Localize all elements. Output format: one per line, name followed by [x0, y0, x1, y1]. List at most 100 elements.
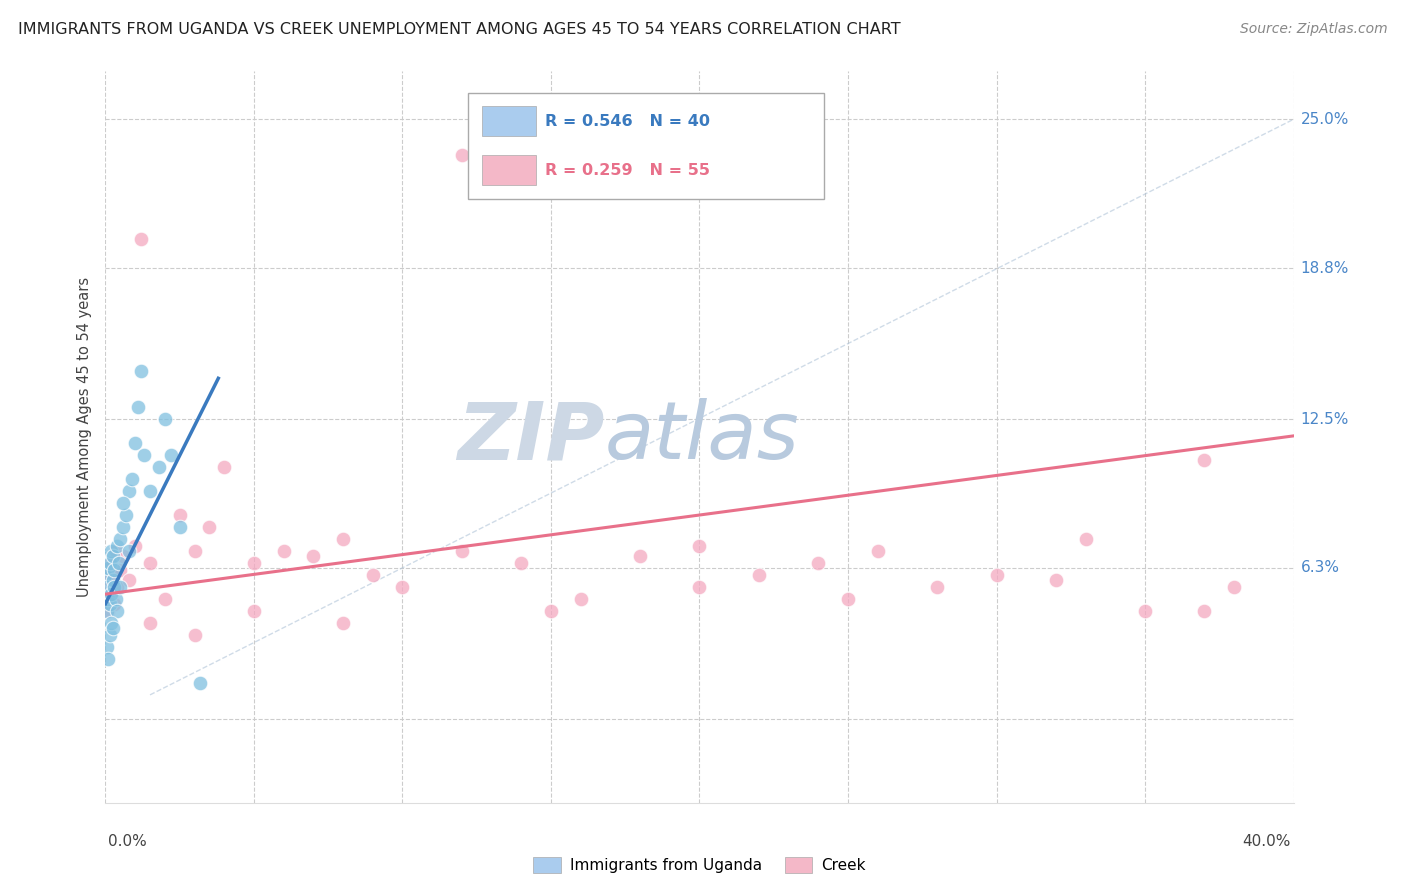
Point	[748, 568, 770, 582]
Point	[153, 591, 176, 606]
Point	[450, 148, 472, 162]
Point	[101, 573, 124, 587]
Point	[101, 580, 124, 594]
Point	[132, 448, 155, 462]
Point	[124, 436, 146, 450]
Point	[97, 561, 120, 575]
Point	[105, 580, 128, 594]
Point	[124, 539, 146, 553]
FancyBboxPatch shape	[482, 106, 536, 136]
Point	[159, 448, 181, 462]
Point	[104, 544, 127, 558]
Point	[96, 597, 118, 611]
Point	[105, 604, 128, 618]
Point	[332, 532, 354, 546]
Point	[866, 544, 889, 558]
Text: 18.8%: 18.8%	[1301, 260, 1348, 276]
Point	[101, 549, 124, 563]
Point	[103, 568, 125, 582]
Text: atlas: atlas	[605, 398, 799, 476]
Point	[100, 587, 122, 601]
Point	[96, 580, 118, 594]
Point	[183, 544, 205, 558]
Point	[97, 591, 120, 606]
Point	[628, 549, 651, 563]
Point	[98, 597, 121, 611]
Point	[94, 568, 117, 582]
Point	[96, 640, 118, 654]
Y-axis label: Unemployment Among Ages 45 to 54 years: Unemployment Among Ages 45 to 54 years	[76, 277, 91, 597]
Point	[110, 532, 132, 546]
Point	[97, 568, 120, 582]
Point	[510, 556, 533, 570]
Point	[1194, 604, 1216, 618]
Point	[98, 628, 121, 642]
Text: 40.0%: 40.0%	[1243, 834, 1291, 849]
Point	[148, 460, 170, 475]
Point	[121, 472, 143, 486]
Point	[190, 676, 212, 690]
Point	[837, 591, 859, 606]
Point	[361, 568, 384, 582]
Point	[101, 621, 124, 635]
Point	[183, 628, 205, 642]
Point	[110, 563, 132, 577]
Point	[105, 539, 128, 553]
Point	[112, 549, 135, 563]
Point	[243, 604, 266, 618]
Text: 12.5%: 12.5%	[1301, 411, 1348, 426]
Point	[689, 539, 711, 553]
Point	[1074, 532, 1097, 546]
Point	[115, 508, 138, 522]
Text: IMMIGRANTS FROM UGANDA VS CREEK UNEMPLOYMENT AMONG AGES 45 TO 54 YEARS CORRELATI: IMMIGRANTS FROM UGANDA VS CREEK UNEMPLOY…	[18, 22, 901, 37]
Point	[540, 604, 562, 618]
Point	[302, 549, 325, 563]
Text: 25.0%: 25.0%	[1301, 112, 1348, 127]
Text: Source: ZipAtlas.com: Source: ZipAtlas.com	[1240, 22, 1388, 37]
Point	[139, 615, 162, 630]
Point	[112, 496, 135, 510]
Point	[110, 580, 132, 594]
Point	[97, 652, 120, 666]
Point	[139, 556, 162, 570]
Point	[100, 615, 122, 630]
Point	[98, 573, 121, 587]
Point	[1133, 604, 1156, 618]
Point	[96, 580, 118, 594]
Point	[100, 556, 122, 570]
Point	[807, 556, 830, 570]
Point	[118, 573, 141, 587]
Point	[139, 483, 162, 498]
Point	[169, 520, 191, 534]
Point	[1194, 453, 1216, 467]
Point	[198, 520, 221, 534]
Point	[103, 563, 125, 577]
Point	[104, 591, 127, 606]
Point	[450, 544, 472, 558]
Point	[689, 580, 711, 594]
Point	[100, 587, 122, 601]
Point	[169, 508, 191, 522]
Text: ZIP: ZIP	[457, 398, 605, 476]
Point	[569, 591, 592, 606]
Point	[129, 364, 152, 378]
Point	[332, 615, 354, 630]
Point	[214, 460, 236, 475]
Point	[118, 544, 141, 558]
Point	[391, 580, 413, 594]
Text: R = 0.546   N = 40: R = 0.546 N = 40	[546, 113, 710, 128]
Point	[986, 568, 1008, 582]
Point	[108, 556, 131, 570]
Text: 0.0%: 0.0%	[108, 834, 148, 849]
Point	[94, 591, 117, 606]
Point	[98, 556, 121, 570]
Point	[103, 597, 125, 611]
Point	[96, 604, 118, 618]
Text: 6.3%: 6.3%	[1301, 560, 1340, 575]
Point	[273, 544, 295, 558]
Point	[118, 483, 141, 498]
Point	[927, 580, 949, 594]
FancyBboxPatch shape	[482, 155, 536, 185]
Point	[153, 412, 176, 426]
Point	[100, 544, 122, 558]
